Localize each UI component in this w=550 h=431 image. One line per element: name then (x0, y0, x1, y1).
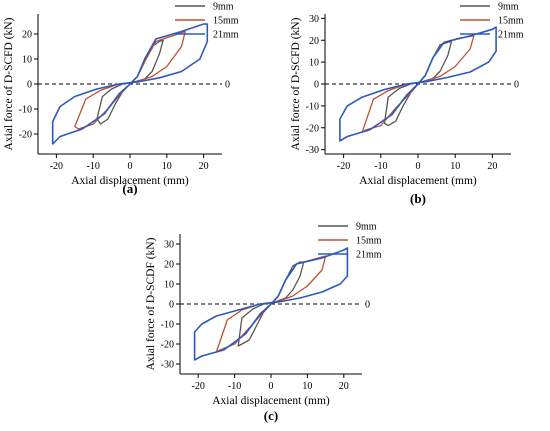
zero-line-label: 0 (225, 80, 230, 91)
y-axis-title: Axial force of D-SCDF (kN) (145, 237, 157, 370)
y-axis-title: Axial force of D-SCFD (kN) (290, 17, 302, 150)
y-tick-label: 0 (27, 80, 32, 91)
y-tick-label: 10 (22, 55, 32, 66)
x-tick-label: -20 (192, 381, 205, 392)
legend-label-21mm: 21mm (498, 30, 524, 41)
y-tick-label: -10 (306, 101, 319, 112)
y-tick-label: 20 (22, 30, 32, 41)
legend-label-15mm: 15mm (213, 16, 239, 27)
legend-label-9mm: 9mm (213, 2, 234, 13)
legend-label-15mm: 15mm (498, 16, 524, 27)
y-tick-label: -10 (19, 105, 32, 116)
y-tick-label: 0 (314, 80, 319, 91)
series-line-21mm (193, 247, 349, 361)
chart-panel-1: -20 -10 0 10 20 -20 -10 0 10 20 0 9mm 15mm 21mm Axial … (3, 2, 239, 197)
zero-line-label: 0 (365, 300, 370, 311)
zero-line-label: 0 (514, 80, 519, 91)
series-line-21mm (339, 26, 497, 142)
x-tick-label: 0 (128, 161, 133, 172)
panel-label: (c) (264, 408, 278, 423)
y-tick-label: 10 (309, 58, 319, 69)
y-tick-label: 0 (169, 300, 174, 311)
legend-label-9mm: 9mm (356, 222, 377, 233)
x-axis-title: Axial displacement (mm) (359, 175, 477, 187)
x-tick-label: 10 (302, 381, 312, 392)
x-tick-label: -20 (337, 161, 350, 172)
y-tick-label: -20 (19, 130, 32, 141)
x-tick-label: 0 (416, 161, 421, 172)
series-line-15mm (74, 30, 186, 130)
y-tick-label: -20 (161, 340, 174, 351)
chart-panel-3: -20 -10 0 10 20 -30 -20 -10 0 10 20 30 0 9mm 15mm 21mm A… (145, 222, 382, 424)
x-tick-label: 0 (269, 381, 274, 392)
legend-label-15mm: 15mm (356, 236, 382, 247)
x-tick-label: -20 (50, 161, 63, 172)
y-tick-label: -30 (161, 360, 174, 371)
legend-label-9mm: 9mm (498, 2, 519, 13)
panel-label: (b) (410, 191, 426, 206)
x-axis-title: Axial displacement (mm) (212, 395, 330, 407)
x-tick-label: -10 (228, 381, 241, 392)
x-tick-label: 10 (162, 161, 172, 172)
y-tick-label: -10 (161, 320, 174, 331)
legend-label-21mm: 21mm (356, 250, 382, 261)
x-tick-label: -10 (87, 161, 100, 172)
y-tick-label: 30 (309, 14, 319, 25)
y-tick-label: 30 (164, 240, 174, 251)
x-axis-title: Axial displacement (mm) (71, 175, 189, 187)
panel-label: (a) (122, 181, 137, 196)
series-line-21mm (51, 23, 209, 145)
y-tick-label: -20 (306, 123, 319, 134)
chart-panel-2: -20 -10 0 10 20 -30 -20 -10 0 10 20 30 0 9mm 15mm 21mm A… (290, 2, 524, 207)
x-tick-label: 20 (199, 161, 209, 172)
x-tick-label: 10 (450, 161, 460, 172)
y-tick-label: -30 (306, 145, 319, 156)
y-tick-label: 20 (309, 36, 319, 47)
legend-label-21mm: 21mm (213, 30, 239, 41)
y-axis-title: Axial force of D-SCFD (kN) (3, 17, 15, 150)
x-tick-label: 20 (487, 161, 497, 172)
y-tick-label: 10 (164, 280, 174, 291)
y-tick-label: 20 (164, 260, 174, 271)
x-tick-label: 20 (339, 381, 349, 392)
x-tick-label: -10 (374, 161, 387, 172)
